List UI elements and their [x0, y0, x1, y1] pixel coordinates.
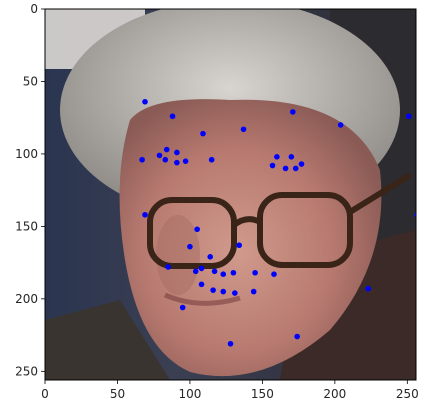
- landmark-point: [288, 154, 295, 160]
- landmark-point: [405, 113, 412, 120]
- landmark-point: [271, 271, 277, 278]
- landmark-point: [156, 152, 163, 159]
- x-tick-label: 250: [396, 387, 419, 401]
- y-tick-label: 50: [23, 74, 38, 88]
- landmark-point: [252, 269, 258, 276]
- x-tick-label: 200: [323, 387, 346, 401]
- landmark-point: [208, 156, 215, 163]
- landmark-point: [182, 158, 189, 164]
- landmark-point: [142, 211, 148, 218]
- landmark-point: [220, 271, 227, 278]
- landmark-point: [198, 265, 205, 272]
- x-tick-label: 100: [178, 387, 201, 401]
- x-axis: 0 50 100 150 200 250: [41, 380, 419, 401]
- landmark-point: [139, 156, 145, 163]
- landmark-point: [294, 333, 300, 340]
- landmark-point: [250, 288, 257, 295]
- landmark-point: [282, 165, 289, 172]
- landmark-point: [163, 146, 170, 153]
- landmark-point: [290, 109, 296, 115]
- landmark-point: [220, 288, 227, 295]
- landmark-point: [210, 287, 216, 293]
- x-tick-label: 50: [110, 387, 125, 401]
- landmark-point: [174, 149, 180, 156]
- y-axis: 0 50 100 150 200 250: [15, 2, 45, 378]
- landmark-point: [207, 254, 214, 260]
- landmark-point: [192, 268, 199, 275]
- landmark-point: [414, 212, 416, 218]
- landmark-point: [174, 159, 180, 166]
- landmark-point: [274, 154, 280, 160]
- landmark-point: [194, 226, 200, 233]
- y-tick-label: 200: [15, 292, 38, 306]
- landmark-point: [365, 285, 371, 292]
- landmark-point: [200, 130, 206, 137]
- landmark-point: [236, 242, 242, 249]
- y-tick-label: 0: [30, 2, 38, 16]
- y-tick-label: 100: [15, 147, 38, 161]
- landmark-point: [240, 126, 247, 133]
- landmark-point: [298, 161, 305, 167]
- landmark-point: [292, 165, 299, 172]
- landmark-point: [211, 268, 218, 275]
- landmark-point: [179, 304, 186, 311]
- background-photo: [45, 9, 416, 380]
- landmark-point: [142, 98, 148, 105]
- axes-frame: [44, 8, 417, 381]
- landmark-point: [230, 269, 237, 276]
- landmark-point: [187, 243, 193, 250]
- landmark-point: [232, 290, 238, 296]
- landmark-point: [337, 122, 344, 128]
- landmark-point: [198, 281, 205, 288]
- x-tick-label: 150: [251, 387, 274, 401]
- landmark-point: [162, 156, 169, 163]
- landmark-point: [165, 264, 171, 270]
- y-tick-label: 250: [15, 364, 38, 378]
- x-tick-label: 0: [41, 387, 49, 401]
- landmark-point: [227, 340, 234, 347]
- landmark-point: [269, 162, 276, 169]
- scatter-points: [139, 98, 416, 347]
- y-tick-label: 150: [15, 219, 38, 233]
- landmark-point: [169, 113, 176, 120]
